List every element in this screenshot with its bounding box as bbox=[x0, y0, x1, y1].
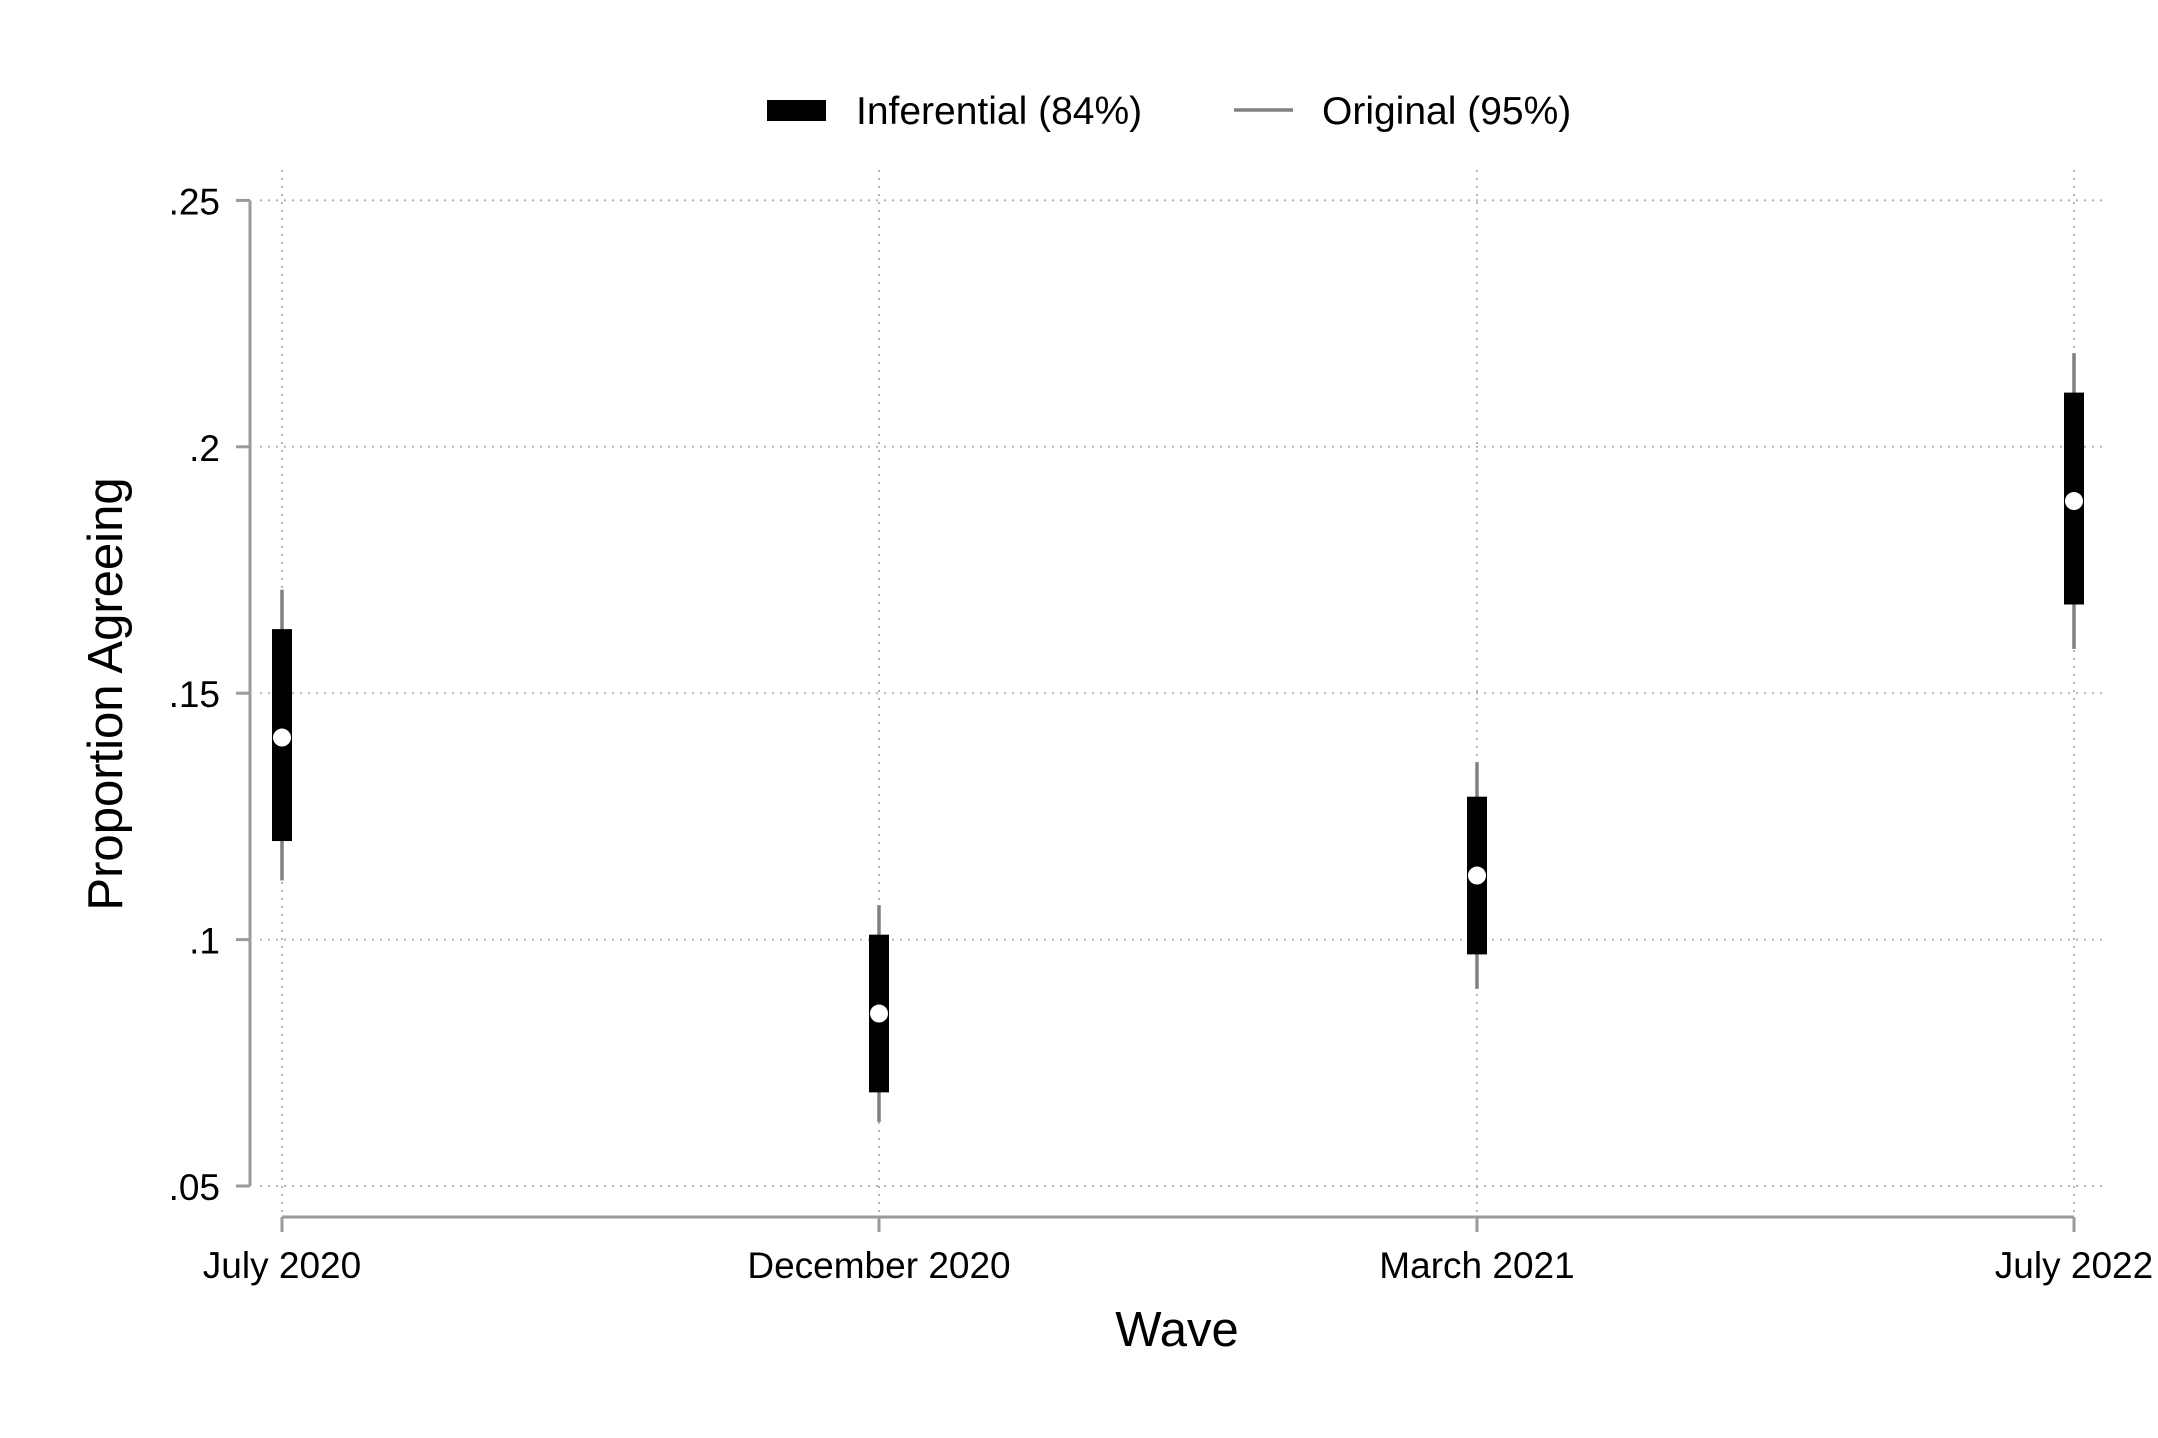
axes bbox=[236, 198, 2076, 1232]
legend: Inferential (84%) Original (95%) bbox=[767, 90, 1571, 133]
x-axis-label: Wave bbox=[1115, 1303, 1238, 1357]
point-estimate bbox=[273, 728, 291, 747]
y-tick-labels: .05 .1 .15 .2 .25 bbox=[169, 181, 220, 1208]
error-bars bbox=[272, 353, 2084, 1122]
y-tick-label: .1 bbox=[189, 921, 220, 962]
legend-label-original: Original (95%) bbox=[1322, 90, 1571, 133]
y-tick-label: .15 bbox=[169, 674, 220, 715]
x-tick-label: July 2022 bbox=[1995, 1245, 2153, 1286]
legend-label-inferential: Inferential (84%) bbox=[856, 90, 1142, 133]
y-axis-label: Proportion Agreeing bbox=[79, 477, 133, 910]
x-tick-labels: July 2020 December 2020 March 2021 July 202… bbox=[203, 1245, 2153, 1286]
point-estimate bbox=[1468, 866, 1486, 885]
x-tick-label: December 2020 bbox=[747, 1245, 1010, 1286]
legend-swatch-inferential bbox=[767, 100, 826, 121]
x-tick-label: July 2020 bbox=[203, 1245, 361, 1286]
y-tick-label: .05 bbox=[169, 1167, 220, 1208]
y-tick-label: .25 bbox=[169, 181, 220, 222]
point-estimate bbox=[2065, 492, 2083, 511]
y-tick-label: .2 bbox=[189, 428, 220, 469]
gridlines bbox=[260, 170, 2108, 1212]
x-tick-label: March 2021 bbox=[1379, 1245, 1574, 1286]
point-estimate bbox=[870, 1004, 888, 1023]
